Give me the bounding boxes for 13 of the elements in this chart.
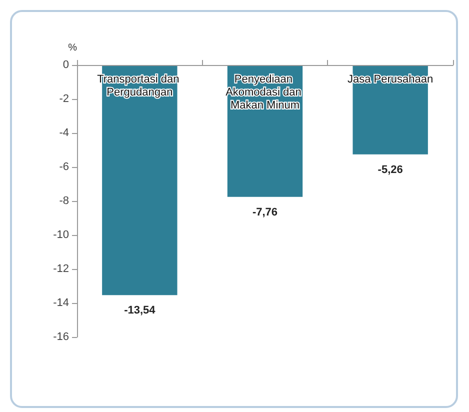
y-tick-label: -4 xyxy=(59,127,69,139)
data-label: -13,54 xyxy=(124,304,156,317)
y-tick-label: -10 xyxy=(53,229,69,241)
y-tick-label: -2 xyxy=(59,93,69,105)
y-tick-label: -16 xyxy=(53,331,69,343)
y-axis-title: % xyxy=(68,42,78,54)
data-label: -7,76 xyxy=(252,206,278,218)
y-tick-label: -8 xyxy=(59,195,69,207)
y-tick-label: -14 xyxy=(53,297,69,309)
y-tick-label: -12 xyxy=(53,263,69,275)
y-tick-label: -6 xyxy=(59,161,69,173)
y-tick-label: 0 xyxy=(62,59,69,71)
data-label: -5,26 xyxy=(378,164,403,176)
